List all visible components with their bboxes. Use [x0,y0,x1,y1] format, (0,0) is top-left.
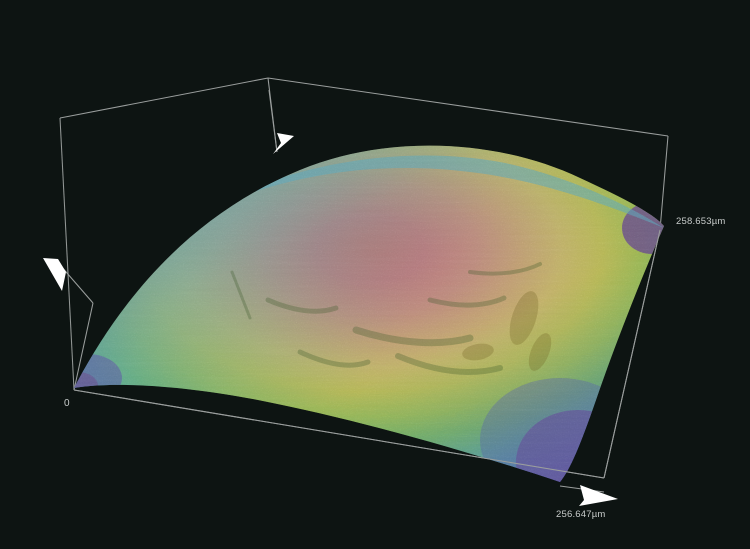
box-edge-top-back [267,77,669,137]
surface-pit-features [462,291,552,371]
arrow-right-icon [579,485,618,506]
bounding-box-foreground-edges [73,229,661,479]
origin-label: 0 [64,398,70,409]
x-axis [559,485,618,506]
box-edge-base-left-rise [59,117,75,391]
surface-scratch-features [230,262,542,375]
z-axis [43,258,94,304]
y-axis [268,89,294,154]
box-edge-top-left [59,77,269,119]
box-edge-right-front-overlay [603,229,661,479]
arrow-up-right-icon [273,133,294,154]
surface-mesh[interactable] [54,120,682,514]
arrow-up-left-icon [43,258,66,291]
x-axis-label: 256.647µm [556,509,606,520]
y-axis-line [268,89,278,153]
box-edge-base-front-overlay [73,389,605,479]
box-edge-z-axis-stub [73,302,94,391]
box-edge-vertical-right [659,135,669,231]
surface-tool-marks-streaks [74,145,664,483]
z-axis-label: 258.653µm [676,216,726,227]
